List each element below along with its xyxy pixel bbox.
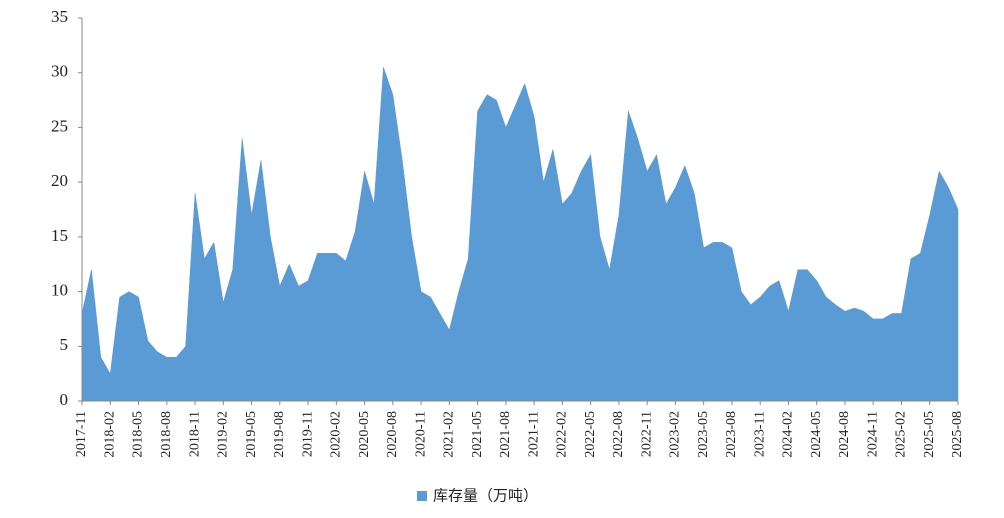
x-tick-label: 2022-05 bbox=[583, 411, 598, 458]
x-tick-label: 2020-11 bbox=[413, 411, 428, 457]
x-tick-label: 2023-11 bbox=[752, 411, 767, 457]
area bbox=[81, 67, 959, 402]
x-tick-label: 2021-02 bbox=[442, 411, 457, 458]
legend-label: 库存量（万吨） bbox=[433, 487, 538, 504]
x-tick-label: 2018-02 bbox=[102, 411, 117, 458]
x-tick-label: 2021-05 bbox=[470, 411, 485, 458]
y-tick-label: 35 bbox=[51, 7, 68, 26]
x-tick-label: 2025-05 bbox=[922, 411, 937, 458]
x-tick-label: 2018-05 bbox=[131, 411, 146, 458]
x-tick-label: 2020-02 bbox=[329, 411, 344, 458]
x-tick-label: 2022-08 bbox=[611, 411, 626, 458]
x-tick-label: 2017-11 bbox=[74, 411, 89, 457]
x-tick-label: 2025-02 bbox=[894, 411, 909, 458]
x-tick-label: 2025-08 bbox=[950, 411, 965, 458]
x-tick-label: 2022-02 bbox=[555, 411, 570, 458]
x-tick-label: 2023-02 bbox=[668, 411, 683, 458]
x-tick-label: 2018-11 bbox=[187, 411, 202, 457]
y-tick-label: 15 bbox=[51, 226, 68, 245]
x-tick-label: 2019-08 bbox=[272, 411, 287, 458]
x-tick-label: 2023-05 bbox=[696, 411, 711, 458]
y-tick-label: 0 bbox=[60, 390, 69, 409]
x-tick-label: 2024-11 bbox=[865, 411, 880, 457]
x-tick-label: 2024-02 bbox=[781, 411, 796, 458]
x-tick-label: 2021-08 bbox=[498, 411, 513, 458]
y-tick-label: 30 bbox=[51, 62, 68, 81]
x-tick-label: 2018-08 bbox=[159, 411, 174, 458]
x-tick-label: 2019-11 bbox=[300, 411, 315, 457]
x-tick-label: 2020-08 bbox=[385, 411, 400, 458]
legend-swatch bbox=[417, 491, 427, 501]
x-tick-label: 2022-11 bbox=[639, 411, 654, 457]
x-tick-label: 2024-08 bbox=[837, 411, 852, 458]
y-tick-label: 10 bbox=[51, 280, 68, 299]
x-tick-label: 2020-05 bbox=[357, 411, 372, 458]
x-tick-label: 2019-02 bbox=[216, 411, 231, 458]
y-tick-label: 20 bbox=[51, 171, 68, 190]
y-tick-label: 25 bbox=[51, 116, 68, 135]
x-tick-label: 2019-05 bbox=[244, 411, 259, 458]
y-tick-label: 5 bbox=[60, 335, 69, 354]
x-tick-label: 2021-11 bbox=[526, 411, 541, 457]
x-tick-label: 2024-05 bbox=[809, 411, 824, 458]
x-tick-label: 2023-08 bbox=[724, 411, 739, 458]
